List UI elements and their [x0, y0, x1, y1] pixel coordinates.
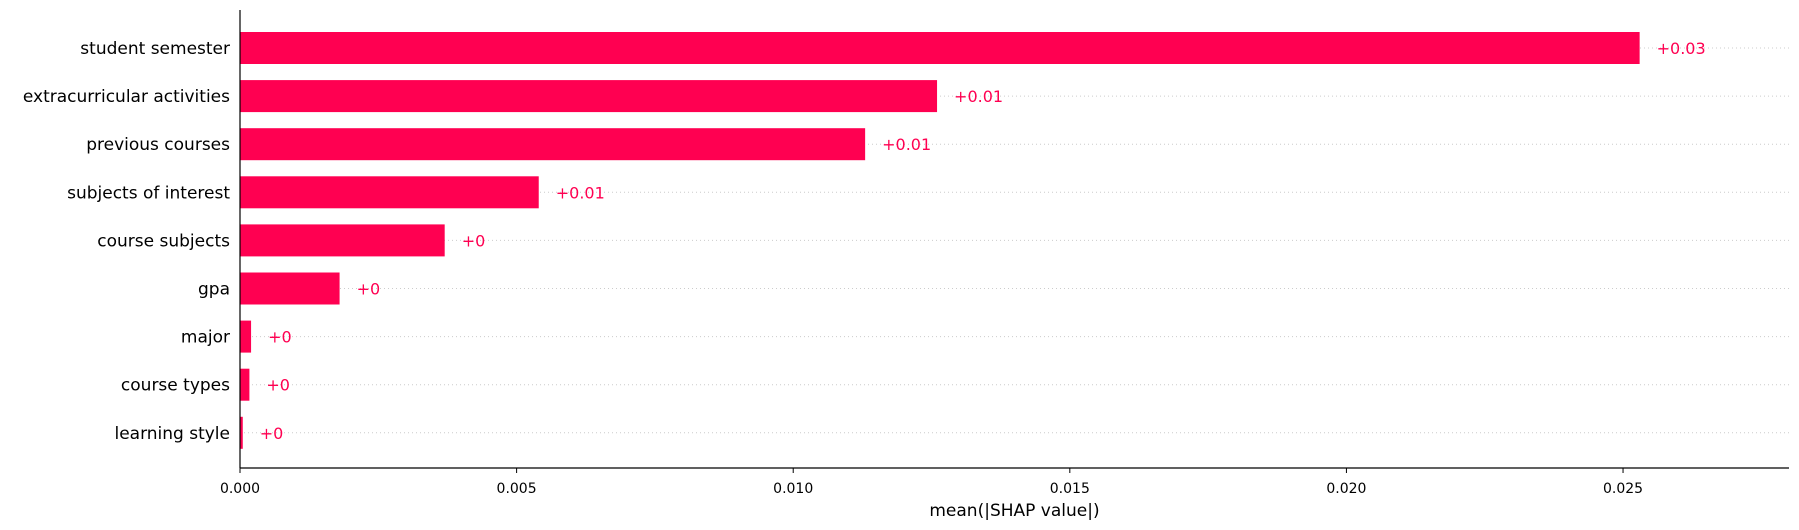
data-label: +0.01	[882, 135, 931, 154]
bars	[240, 32, 1640, 449]
y-tick-label: previous courses	[86, 135, 230, 155]
data-label: +0	[260, 424, 284, 443]
y-tick-labels: student semester extracurricular activiti…	[23, 39, 230, 444]
data-label: +0	[357, 280, 381, 299]
y-tick-label: course subjects	[97, 231, 230, 251]
bar	[240, 80, 938, 113]
data-labels: +0.03 +0.01 +0.01 +0.01 +0 +0 +0 +0 +0	[260, 39, 1706, 443]
x-ticks: 0.000 0.005 0.010 0.015 0.020 0.025	[220, 468, 1643, 497]
bar	[240, 128, 866, 161]
x-tick-label: 0.015	[1050, 481, 1090, 497]
data-label: +0	[266, 376, 290, 395]
data-label: +0.03	[1657, 39, 1706, 58]
x-axis-label: mean(|SHAP value|)	[929, 501, 1099, 521]
bar	[240, 320, 252, 353]
data-label: +0	[268, 328, 292, 347]
y-tick-label: gpa	[198, 280, 230, 300]
y-tick-label: course types	[121, 376, 230, 396]
y-tick-label: subjects of interest	[67, 183, 230, 203]
x-tick-label: 0.010	[773, 481, 813, 497]
data-label: +0.01	[556, 183, 605, 202]
bar	[240, 272, 340, 305]
bar	[240, 368, 250, 401]
y-tick-label: learning style	[114, 424, 230, 444]
x-tick-label: 0.005	[497, 481, 537, 497]
x-tick-label: 0.020	[1326, 481, 1366, 497]
bar	[240, 224, 445, 257]
bar	[240, 416, 243, 449]
x-tick-label: 0.000	[220, 481, 260, 497]
y-tick-label: extracurricular activities	[23, 87, 230, 107]
bar	[240, 32, 1640, 64]
data-label: +0	[462, 231, 486, 250]
x-tick-label: 0.025	[1603, 481, 1643, 497]
data-label: +0.01	[954, 87, 1003, 106]
y-tick-label: student semester	[80, 39, 230, 59]
bar	[240, 176, 539, 209]
y-tick-label: major	[181, 328, 230, 348]
